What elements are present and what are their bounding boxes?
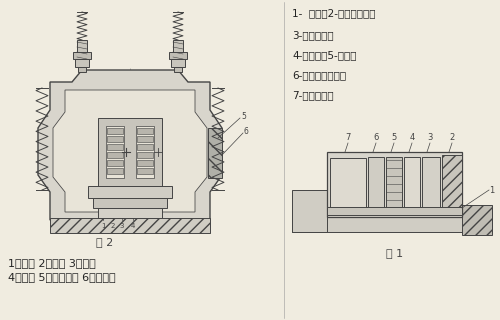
Bar — [386, 157, 402, 211]
Text: 5: 5 — [392, 133, 396, 142]
Bar — [107, 136, 123, 142]
Bar — [107, 152, 123, 158]
Bar — [77, 40, 87, 65]
Bar — [50, 218, 210, 233]
Bar — [88, 186, 172, 198]
Bar — [137, 152, 153, 158]
Bar — [93, 198, 167, 208]
Text: 6: 6 — [244, 126, 249, 135]
Bar — [107, 128, 123, 134]
Bar — [107, 144, 123, 150]
Bar — [137, 136, 153, 142]
Polygon shape — [38, 70, 222, 220]
Text: 3-共振弹簧；: 3-共振弹簧； — [292, 30, 334, 40]
Bar — [208, 128, 222, 178]
Bar — [404, 157, 420, 211]
Text: 2: 2 — [111, 223, 115, 229]
Bar — [98, 208, 162, 218]
Bar — [137, 168, 153, 174]
Bar — [292, 210, 492, 232]
Bar — [327, 152, 462, 217]
Bar — [137, 144, 153, 150]
Bar — [462, 205, 492, 235]
Bar — [75, 59, 89, 67]
Text: 1、鐵芯 2、衡鐵 3、线圈: 1、鐵芯 2、衡鐵 3、线圈 — [8, 258, 96, 268]
Text: 4、机座 5、共振弹簧 6、振动体: 4、机座 5、共振弹簧 6、振动体 — [8, 272, 116, 282]
Bar — [78, 67, 86, 72]
Text: 3: 3 — [120, 223, 124, 229]
Bar — [171, 59, 185, 67]
Bar — [107, 160, 123, 166]
Text: 6-硬橡胶冲击块；: 6-硬橡胶冲击块； — [292, 70, 346, 80]
Text: 4: 4 — [131, 223, 135, 229]
Bar — [327, 207, 462, 215]
Bar — [136, 126, 154, 178]
Text: 3: 3 — [428, 133, 432, 142]
Text: 图 1: 图 1 — [386, 248, 404, 258]
Bar — [442, 155, 462, 213]
Bar — [174, 67, 182, 72]
Text: 4: 4 — [410, 133, 414, 142]
Bar — [137, 160, 153, 166]
Bar — [173, 40, 183, 65]
Bar — [107, 168, 123, 174]
Text: 1: 1 — [490, 186, 494, 195]
Text: 2: 2 — [450, 133, 454, 142]
Polygon shape — [53, 90, 207, 212]
Bar — [368, 157, 384, 211]
Bar — [330, 158, 366, 210]
Bar — [169, 52, 187, 59]
Text: 6: 6 — [374, 133, 378, 142]
Bar — [137, 128, 153, 134]
Text: 7-调整螺栓；: 7-调整螺栓； — [292, 90, 334, 100]
Bar — [422, 157, 440, 211]
Bar — [73, 52, 91, 59]
Text: 1-  机座；2-机电磁鐵芯；: 1- 机座；2-机电磁鐵芯； — [292, 8, 376, 18]
Bar — [106, 126, 124, 178]
Text: 7: 7 — [346, 133, 350, 142]
Bar — [292, 190, 327, 232]
Text: 图 2: 图 2 — [96, 237, 114, 247]
Bar — [98, 118, 162, 186]
Text: 5: 5 — [241, 111, 246, 121]
Text: 1: 1 — [101, 223, 105, 229]
Text: 4-振动体；5-线圈；: 4-振动体；5-线圈； — [292, 50, 356, 60]
